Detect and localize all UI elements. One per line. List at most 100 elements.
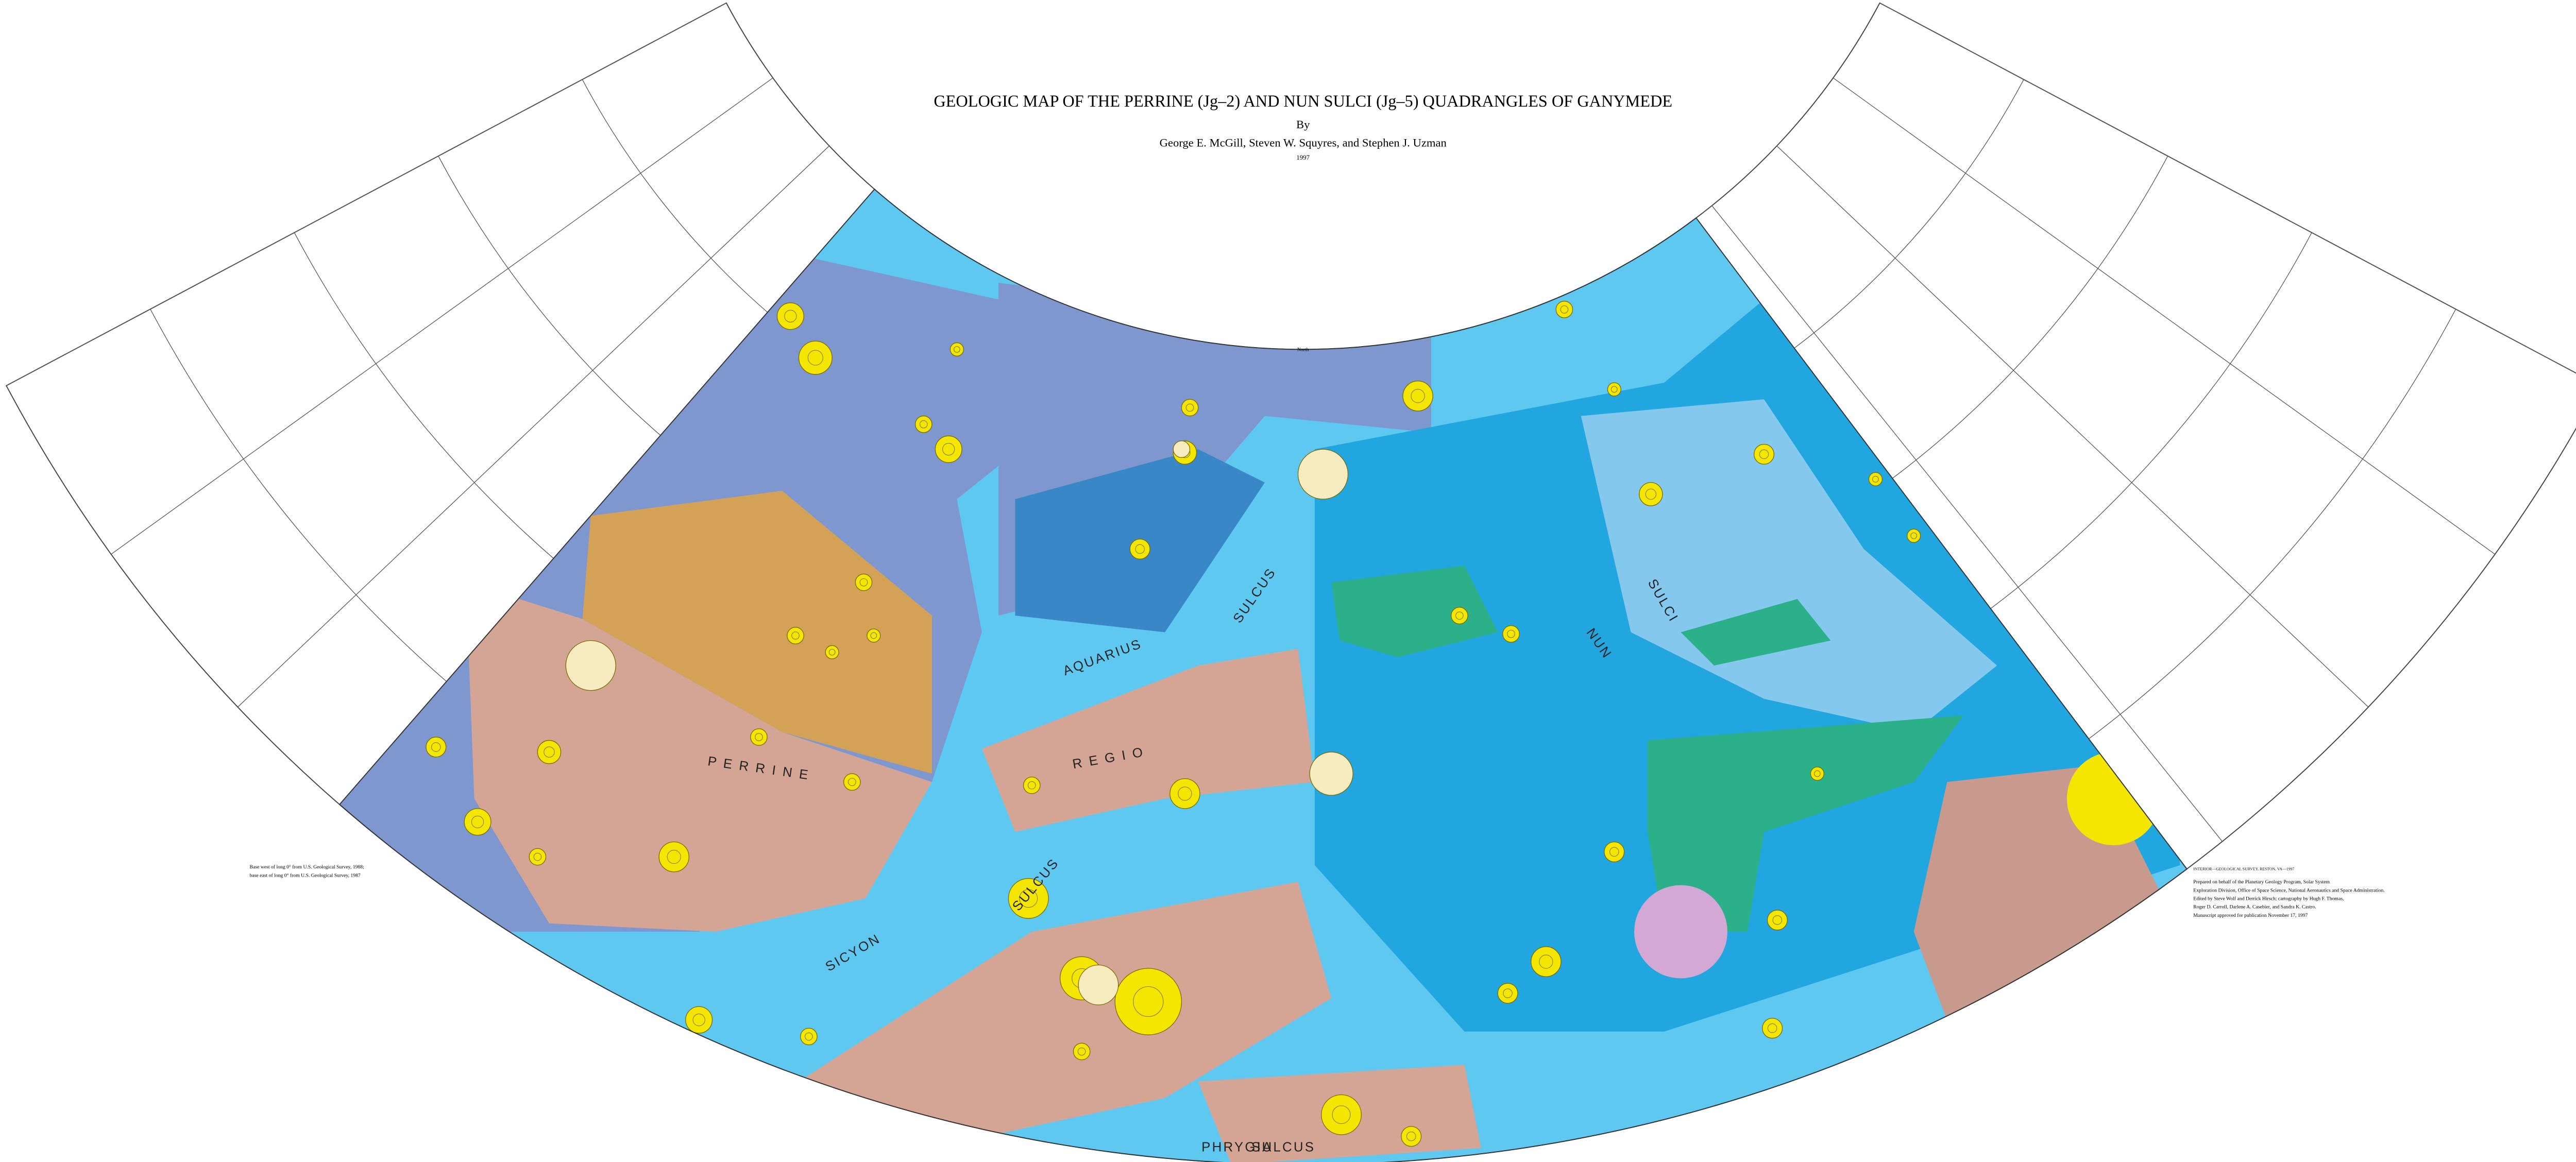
note-line: base east of long 0° from U.S. Geologica… [250,873,361,878]
crater [537,740,562,764]
crater-rim [1503,988,1513,998]
crater [529,848,547,866]
crater-rim [791,631,800,640]
note-line: Exploration Division, Office of Space Sc… [2193,887,2384,893]
note-line: INTERIOR—GEOLOGICAL SURVEY, RESTON, VA—1… [2193,866,2294,871]
authors: George E. McGill, Steven W. Squyres, and… [1160,136,1447,149]
crater [776,302,804,330]
crater-bright [1078,964,1119,1005]
region-label: SULCUS [1251,1140,1315,1154]
crater-rim [544,746,555,758]
crater-rim [1814,770,1821,777]
crater [1907,528,1921,543]
crater [1073,1043,1091,1061]
title: GEOLOGIC MAP OF THE PERRINE (Jg–2) AND N… [934,92,1672,110]
craters [426,301,1921,1147]
crater [1810,766,1824,781]
crater [867,628,881,643]
crater-rim [1178,787,1192,801]
crater [1181,399,1199,417]
crater [843,773,861,791]
meridian [238,145,829,708]
crater-rim [1332,1105,1351,1124]
crater [1451,607,1468,624]
crater-rim [1609,847,1619,857]
crater [464,808,492,836]
map-boundary [338,189,2188,1162]
crater-rim [805,1032,813,1041]
crater [935,435,962,463]
crater-rim [870,632,877,639]
crater-rim [1767,1023,1777,1033]
byline: By [1296,118,1310,131]
crater [1753,443,1774,465]
crater-rim [1611,386,1618,393]
meridian [1833,77,2496,555]
meridian [1776,145,2369,708]
crater [1555,301,1573,318]
crater-rim [471,815,484,828]
crater-rim [1759,449,1769,459]
crater-rim [1411,389,1425,403]
unit-pink [981,648,1315,832]
crater-rim [1406,1132,1416,1141]
north-label: North [1297,347,1309,353]
crater [1502,625,1520,643]
crater-rim [1645,488,1656,500]
meridian [111,77,773,555]
crater [426,737,447,758]
crater-rim [431,742,441,752]
crater-rim [828,648,836,656]
crater [658,841,689,873]
crater [1402,381,1433,412]
crater-rim [1455,611,1464,620]
crater-rim [1133,986,1164,1017]
meridian [1711,205,2223,842]
crater-bright [1297,449,1349,500]
year: 1997 [1296,153,1310,161]
crater [855,573,873,591]
crater [685,1006,713,1034]
crater-rim [1910,532,1917,539]
crater-bright [1173,440,1191,458]
crater-rim [954,346,960,353]
crater-rim [1560,305,1569,314]
unit-green [1647,715,1964,932]
crater-rim [859,578,868,587]
crater [825,645,839,659]
crater [1497,983,1518,1004]
crater-rim [807,350,823,366]
crater-bright [1309,751,1353,796]
crater [798,340,833,375]
crater-rim [755,733,763,741]
credit-note: INTERIOR—GEOLOGICAL SURVEY, RESTON, VA—1… [2193,866,2384,918]
crater-rim [1185,403,1194,412]
crater [787,627,804,644]
base-note: Base west of long 0° from U.S. Geologica… [250,864,364,878]
crater-rim [784,310,797,322]
crater-rim [1027,781,1036,790]
note-line: Edited by Steve Wolf and Derrick Hirsch;… [2193,896,2344,902]
crater-rim [533,852,542,861]
crater [950,342,964,356]
crater-rim [1507,629,1515,638]
meridian [6,3,727,386]
crater [1531,946,1562,977]
note-line: Manuscript approved for publication Nove… [2193,913,2308,918]
crater [1604,841,1625,862]
meridian [1879,3,2576,374]
crater-rim [919,420,928,429]
unit-green [1681,599,1831,666]
crater [914,415,933,433]
crater [1023,776,1041,794]
crater-rim [1539,954,1553,969]
note-line: Prepared on behalf of the Planetary Geol… [2193,879,2330,885]
crater-bright [565,640,616,691]
crater-rim [1772,915,1782,925]
note-line: Base west of long 0° from U.S. Geologica… [250,864,364,870]
crater [1767,910,1788,931]
region-label: PHRYGIA [1201,1140,1273,1154]
crater [1008,878,1049,919]
